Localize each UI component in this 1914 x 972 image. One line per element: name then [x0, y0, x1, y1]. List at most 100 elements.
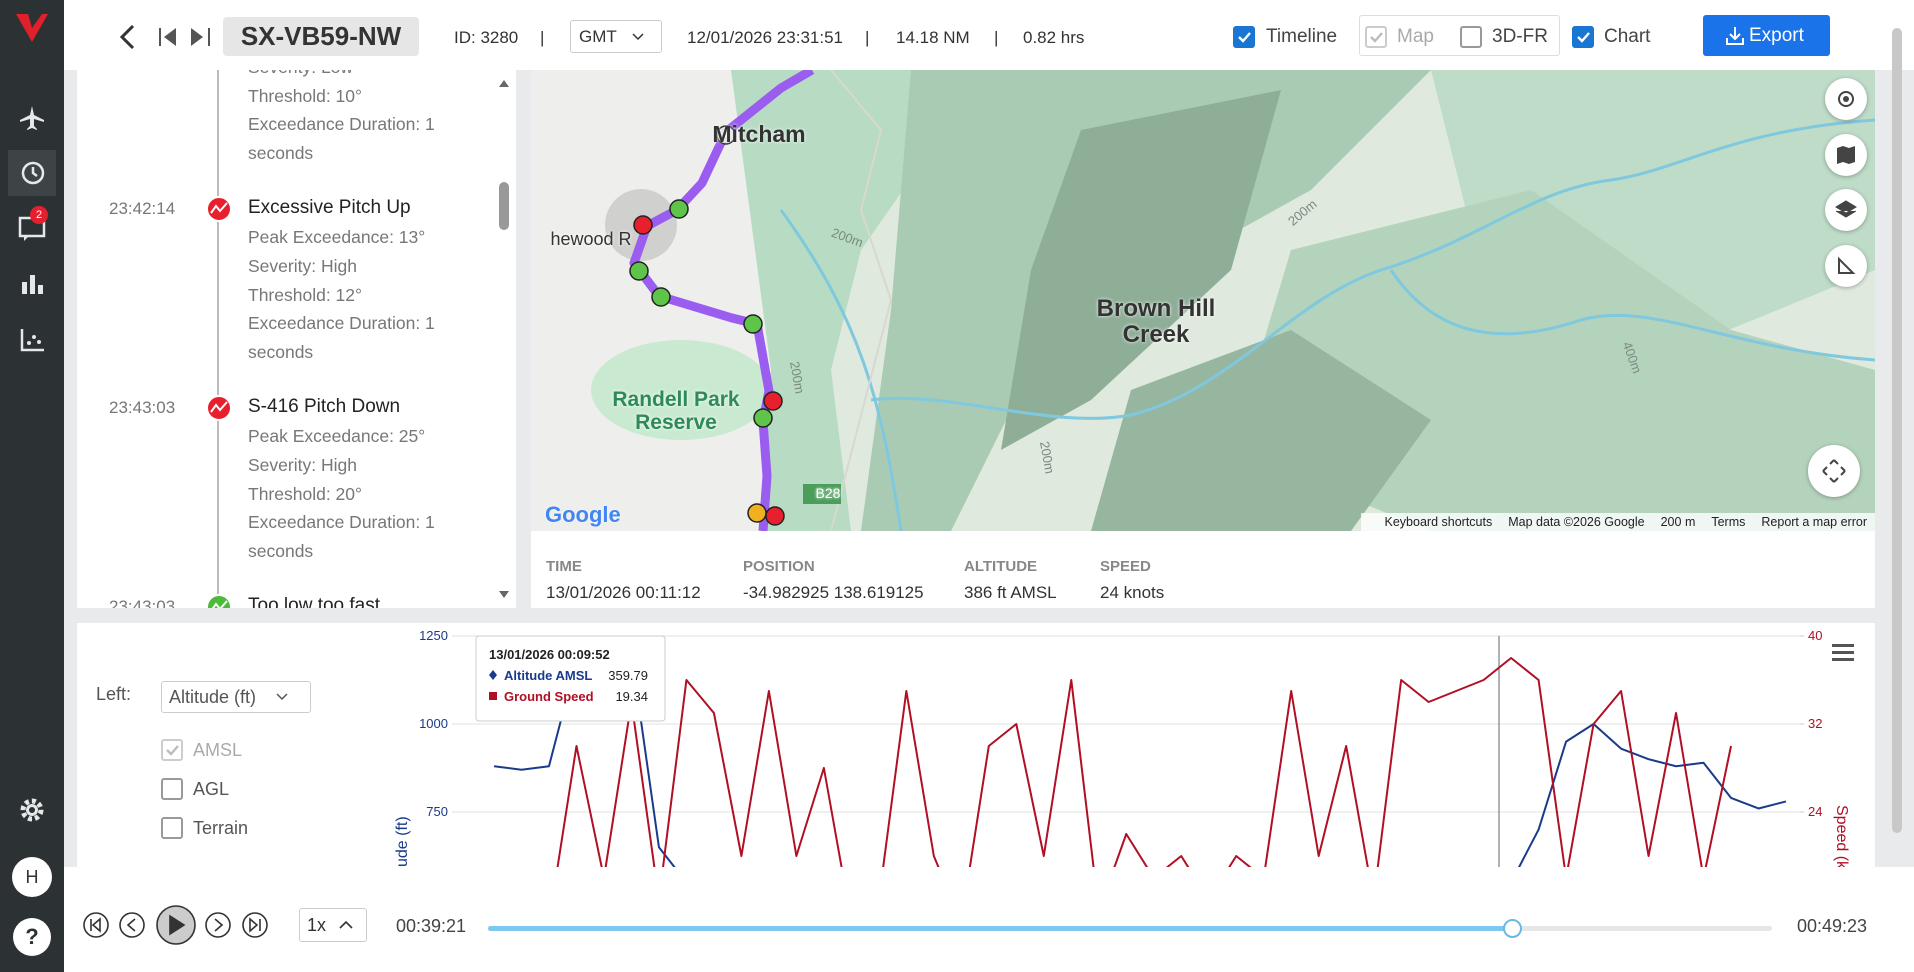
event-time: 23:43:03: [109, 597, 176, 608]
chevron: [276, 693, 288, 701]
checkbox[interactable]: [161, 778, 183, 800]
total-time: 00:49:23: [1797, 916, 1868, 936]
timeline-panel: Severity: Low Threshold: 10° Exceedance Du…: [77, 70, 516, 608]
checkbox-label: AMSL: [193, 740, 243, 760]
reports-icon[interactable]: [20, 272, 46, 296]
tooltip-title: 13/01/2026 00:09:52: [489, 647, 610, 662]
map[interactable]: Mitcham Brown Hill Creek Randell Park Rese…: [531, 70, 1875, 531]
checkbox-label: AGL: [193, 779, 230, 799]
current-time: 00:39:21: [396, 916, 467, 936]
separator: |: [865, 28, 870, 47]
logo: [16, 14, 48, 42]
info-value: 13/01/2026 00:11:12: [546, 583, 701, 602]
event-glyph: [210, 401, 228, 413]
layers-button[interactable]: [1825, 189, 1867, 231]
checkbox: [1365, 26, 1387, 48]
prev-button[interactable]: [119, 912, 145, 938]
timezone: GMT: [579, 27, 617, 46]
attribution-item: Keyboard shortcuts: [1384, 515, 1493, 529]
timeline-rail: [217, 70, 219, 608]
event-detail: Exceedance Duration: 1 seconds: [248, 512, 435, 561]
info-value: -34.982925 138.619125: [743, 583, 924, 602]
axis-select[interactable]: Altitude (ft): [161, 681, 311, 713]
tooltip-value: 359.79: [608, 668, 648, 683]
view-group: [1359, 15, 1560, 56]
place-label: Mitcham: [712, 121, 806, 147]
checkbox-label: Timeline: [1266, 26, 1338, 47]
player-controls: [83, 905, 268, 945]
scroll-up[interactable]: [498, 78, 510, 88]
info-panel: TIME 13/01/2026 00:11:12 POSITION -34.98292…: [531, 531, 1875, 608]
fullscreen-icon: [1822, 459, 1846, 483]
event-title: Excessive Pitch Up: [248, 197, 411, 218]
help[interactable]: ?: [13, 918, 51, 956]
next-button[interactable]: [205, 912, 231, 938]
scatter-icon[interactable]: [20, 327, 46, 353]
history-icon[interactable]: [18, 159, 46, 187]
avatar[interactable]: H: [12, 857, 52, 897]
prev-flight[interactable]: [158, 26, 180, 48]
event-detail: Threshold: 12°: [248, 284, 363, 305]
timezone-select[interactable]: GMT: [570, 20, 662, 53]
info-label: SPEED: [1100, 558, 1151, 575]
export-button[interactable]: Export: [1703, 15, 1830, 56]
y2-tick-label: 40: [1808, 628, 1822, 643]
player-bar: 1x 00:39:21 00:49:23: [64, 867, 1914, 972]
checkbox-label: Chart: [1604, 26, 1651, 47]
checkbox[interactable]: [1460, 26, 1482, 48]
locate-button[interactable]: [1825, 78, 1867, 120]
tooltip-series: Ground Speed: [504, 689, 594, 704]
attribution-item: Terms: [1711, 515, 1746, 529]
event-detail: Severity: High: [248, 454, 357, 475]
event-detail: Threshold: 20°: [248, 483, 363, 504]
last-button[interactable]: [242, 912, 268, 938]
tooltip: 13/01/2026 00:09:52 Altitude AMSL 359.79 Gr…: [475, 635, 666, 722]
chart: 750 1000 1250 24 32 40 ude (ft) Speed (k 13/01/2…: [394, 628, 1854, 867]
speed-select[interactable]: 1x: [299, 908, 367, 942]
map-terrain: [531, 70, 1875, 531]
back-button[interactable]: [116, 24, 140, 50]
event-glyph: [210, 202, 228, 214]
flights-icon[interactable]: [18, 104, 46, 132]
y-axis-label: ude (ft): [394, 816, 411, 867]
place-label: Brown Hill Creek: [1096, 295, 1216, 349]
checkbox: [161, 739, 183, 761]
check: [166, 745, 179, 756]
progress-thumb[interactable]: [1503, 919, 1522, 938]
event-detail: Severity: High: [248, 255, 357, 276]
timeline-scroll[interactable]: [499, 182, 509, 230]
chevron: [632, 33, 644, 41]
chart-menu[interactable]: [1832, 644, 1854, 661]
scroll-down[interactable]: [498, 590, 510, 600]
first-button[interactable]: [83, 912, 109, 938]
y-tick-label: 750: [426, 804, 448, 819]
layers-icon: [1835, 200, 1857, 218]
event-detail: Peak Exceedance: 13°: [248, 227, 426, 248]
map-type-button[interactable]: [1825, 134, 1867, 176]
checkbox[interactable]: [1572, 26, 1594, 48]
download-icon: [1726, 27, 1744, 45]
next-flight[interactable]: [189, 26, 211, 48]
distance: 14.18 NM: [896, 28, 970, 47]
measure-icon: [1838, 256, 1856, 274]
chevron: [339, 920, 353, 929]
left-label: Left:: [96, 684, 132, 704]
map-attribution: Keyboard shortcuts Map data ©2026 Google 2…: [1360, 513, 1875, 531]
checkbox[interactable]: [161, 817, 183, 839]
checkbox-label: Map: [1397, 26, 1434, 47]
page-scrollbar[interactable]: [1892, 28, 1902, 833]
event-icon: [206, 395, 232, 421]
aircraft-title: SX-VB59-NW: [223, 17, 419, 56]
tooltip-value: 19.34: [615, 689, 648, 704]
settings-icon[interactable]: [18, 796, 46, 824]
google-logo: Google: [545, 502, 621, 527]
event-detail: Severity: Low: [248, 70, 458, 82]
attribution-item: Report a map error: [1761, 515, 1867, 529]
fullscreen-button[interactable]: [1808, 445, 1860, 497]
measure-button[interactable]: [1825, 245, 1867, 287]
place-label: Randell Park Reserve: [612, 388, 740, 435]
checkbox[interactable]: [1233, 26, 1255, 48]
checkbox-label: Terrain: [193, 818, 249, 838]
event-detail: Exceedance Duration: 1 seconds: [248, 313, 435, 362]
